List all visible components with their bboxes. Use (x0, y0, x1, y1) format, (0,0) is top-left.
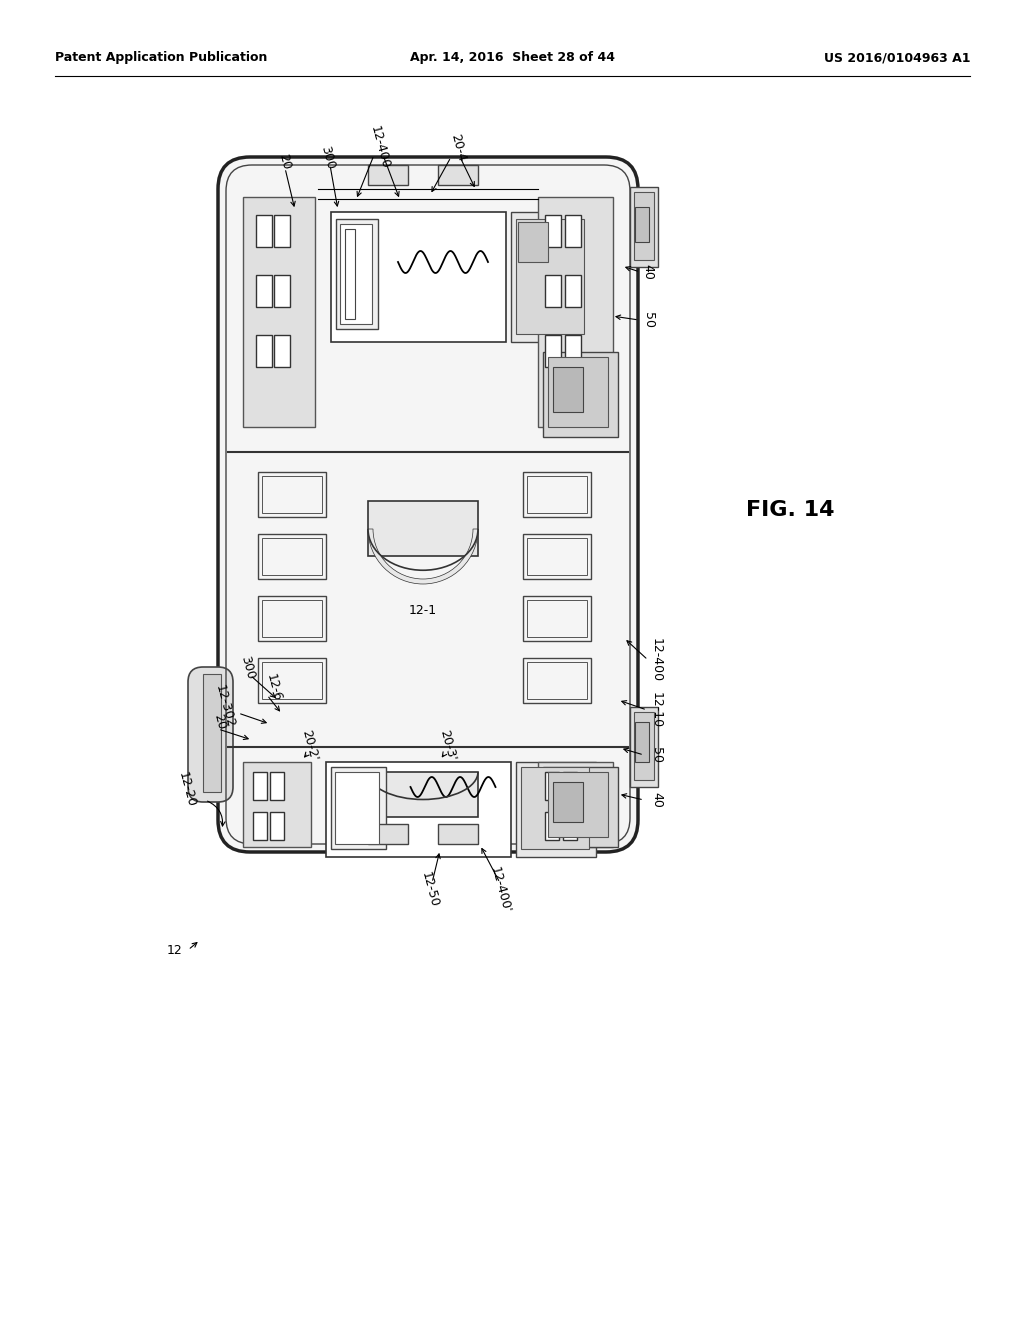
Bar (262, 539, 322, 576)
Bar (545, 812, 559, 840)
Bar (527, 663, 587, 700)
Bar (635, 722, 649, 762)
Bar (243, 762, 311, 847)
Bar (523, 597, 591, 642)
Bar (256, 335, 272, 367)
Text: 12-400: 12-400 (368, 124, 392, 170)
Bar (331, 767, 386, 849)
Bar (270, 812, 284, 840)
Text: US 2016/0104963 A1: US 2016/0104963 A1 (823, 51, 970, 65)
Bar (634, 191, 654, 260)
Bar (553, 781, 583, 822)
Text: 50: 50 (650, 747, 663, 763)
Bar (256, 275, 272, 308)
Bar (262, 477, 322, 513)
Bar (368, 165, 408, 185)
Bar (258, 597, 326, 642)
Bar (563, 772, 577, 800)
Bar (565, 275, 581, 308)
Bar (634, 711, 654, 780)
Bar (331, 213, 506, 342)
Bar (548, 356, 608, 426)
Wedge shape (368, 529, 478, 583)
Text: 12-400: 12-400 (650, 638, 663, 682)
Text: 12-50: 12-50 (419, 871, 441, 909)
Bar (523, 535, 591, 579)
Bar (262, 663, 322, 700)
Bar (258, 535, 326, 579)
Bar (368, 772, 478, 817)
Bar (516, 219, 584, 334)
Bar (538, 762, 613, 847)
Bar (274, 275, 290, 308)
Bar (527, 539, 587, 576)
Text: 50: 50 (641, 312, 654, 327)
Text: 12: 12 (166, 944, 182, 957)
Bar (545, 335, 561, 367)
Bar (518, 222, 548, 261)
Bar (553, 367, 583, 412)
Bar (511, 213, 591, 342)
Bar (538, 197, 613, 426)
Bar (345, 228, 355, 319)
Bar (630, 708, 658, 787)
Text: 20-2': 20-2' (300, 729, 321, 762)
Bar (563, 812, 577, 840)
Bar (336, 219, 378, 329)
Bar (274, 335, 290, 367)
Text: 20-4: 20-4 (449, 133, 468, 164)
Text: 300: 300 (239, 655, 257, 681)
Text: Apr. 14, 2016  Sheet 28 of 44: Apr. 14, 2016 Sheet 28 of 44 (410, 51, 614, 65)
Bar (545, 772, 559, 800)
Bar (256, 215, 272, 247)
Bar (545, 275, 561, 308)
Bar (543, 767, 618, 847)
Text: 12-1: 12-1 (409, 603, 437, 616)
Bar (335, 772, 379, 843)
Text: 20: 20 (276, 153, 293, 172)
Bar (258, 657, 326, 704)
Bar (253, 772, 267, 800)
Text: 20: 20 (212, 713, 228, 731)
Bar (258, 473, 326, 517)
FancyBboxPatch shape (218, 157, 638, 851)
Bar (523, 473, 591, 517)
Bar (543, 352, 618, 437)
Text: 12-6: 12-6 (264, 673, 284, 704)
Bar (565, 335, 581, 367)
Bar (516, 762, 596, 857)
Text: 12-400': 12-400' (487, 866, 512, 915)
Bar (523, 657, 591, 704)
Bar (438, 824, 478, 843)
Bar (565, 215, 581, 247)
Bar (270, 772, 284, 800)
Bar (368, 502, 478, 556)
Bar (203, 675, 221, 792)
Bar (635, 207, 649, 242)
Bar (243, 197, 315, 426)
Text: 12-10: 12-10 (650, 692, 663, 729)
Bar (368, 824, 408, 843)
Text: 40: 40 (650, 792, 663, 808)
Text: 40: 40 (641, 264, 654, 280)
Bar (548, 772, 608, 837)
Bar (545, 215, 561, 247)
Text: 20-3': 20-3' (437, 729, 459, 762)
Bar (438, 165, 478, 185)
Bar (527, 477, 587, 513)
Text: 12-20: 12-20 (176, 771, 198, 809)
Bar (262, 601, 322, 638)
Bar (521, 767, 589, 849)
Bar (527, 601, 587, 638)
Bar (274, 215, 290, 247)
Text: FIG. 14: FIG. 14 (745, 500, 835, 520)
Text: Patent Application Publication: Patent Application Publication (55, 51, 267, 65)
Text: 12-302: 12-302 (213, 682, 237, 729)
FancyBboxPatch shape (188, 667, 233, 803)
Bar (326, 762, 511, 857)
Bar (253, 812, 267, 840)
Text: 300: 300 (318, 145, 337, 172)
Bar (630, 187, 658, 267)
Bar (340, 224, 372, 323)
